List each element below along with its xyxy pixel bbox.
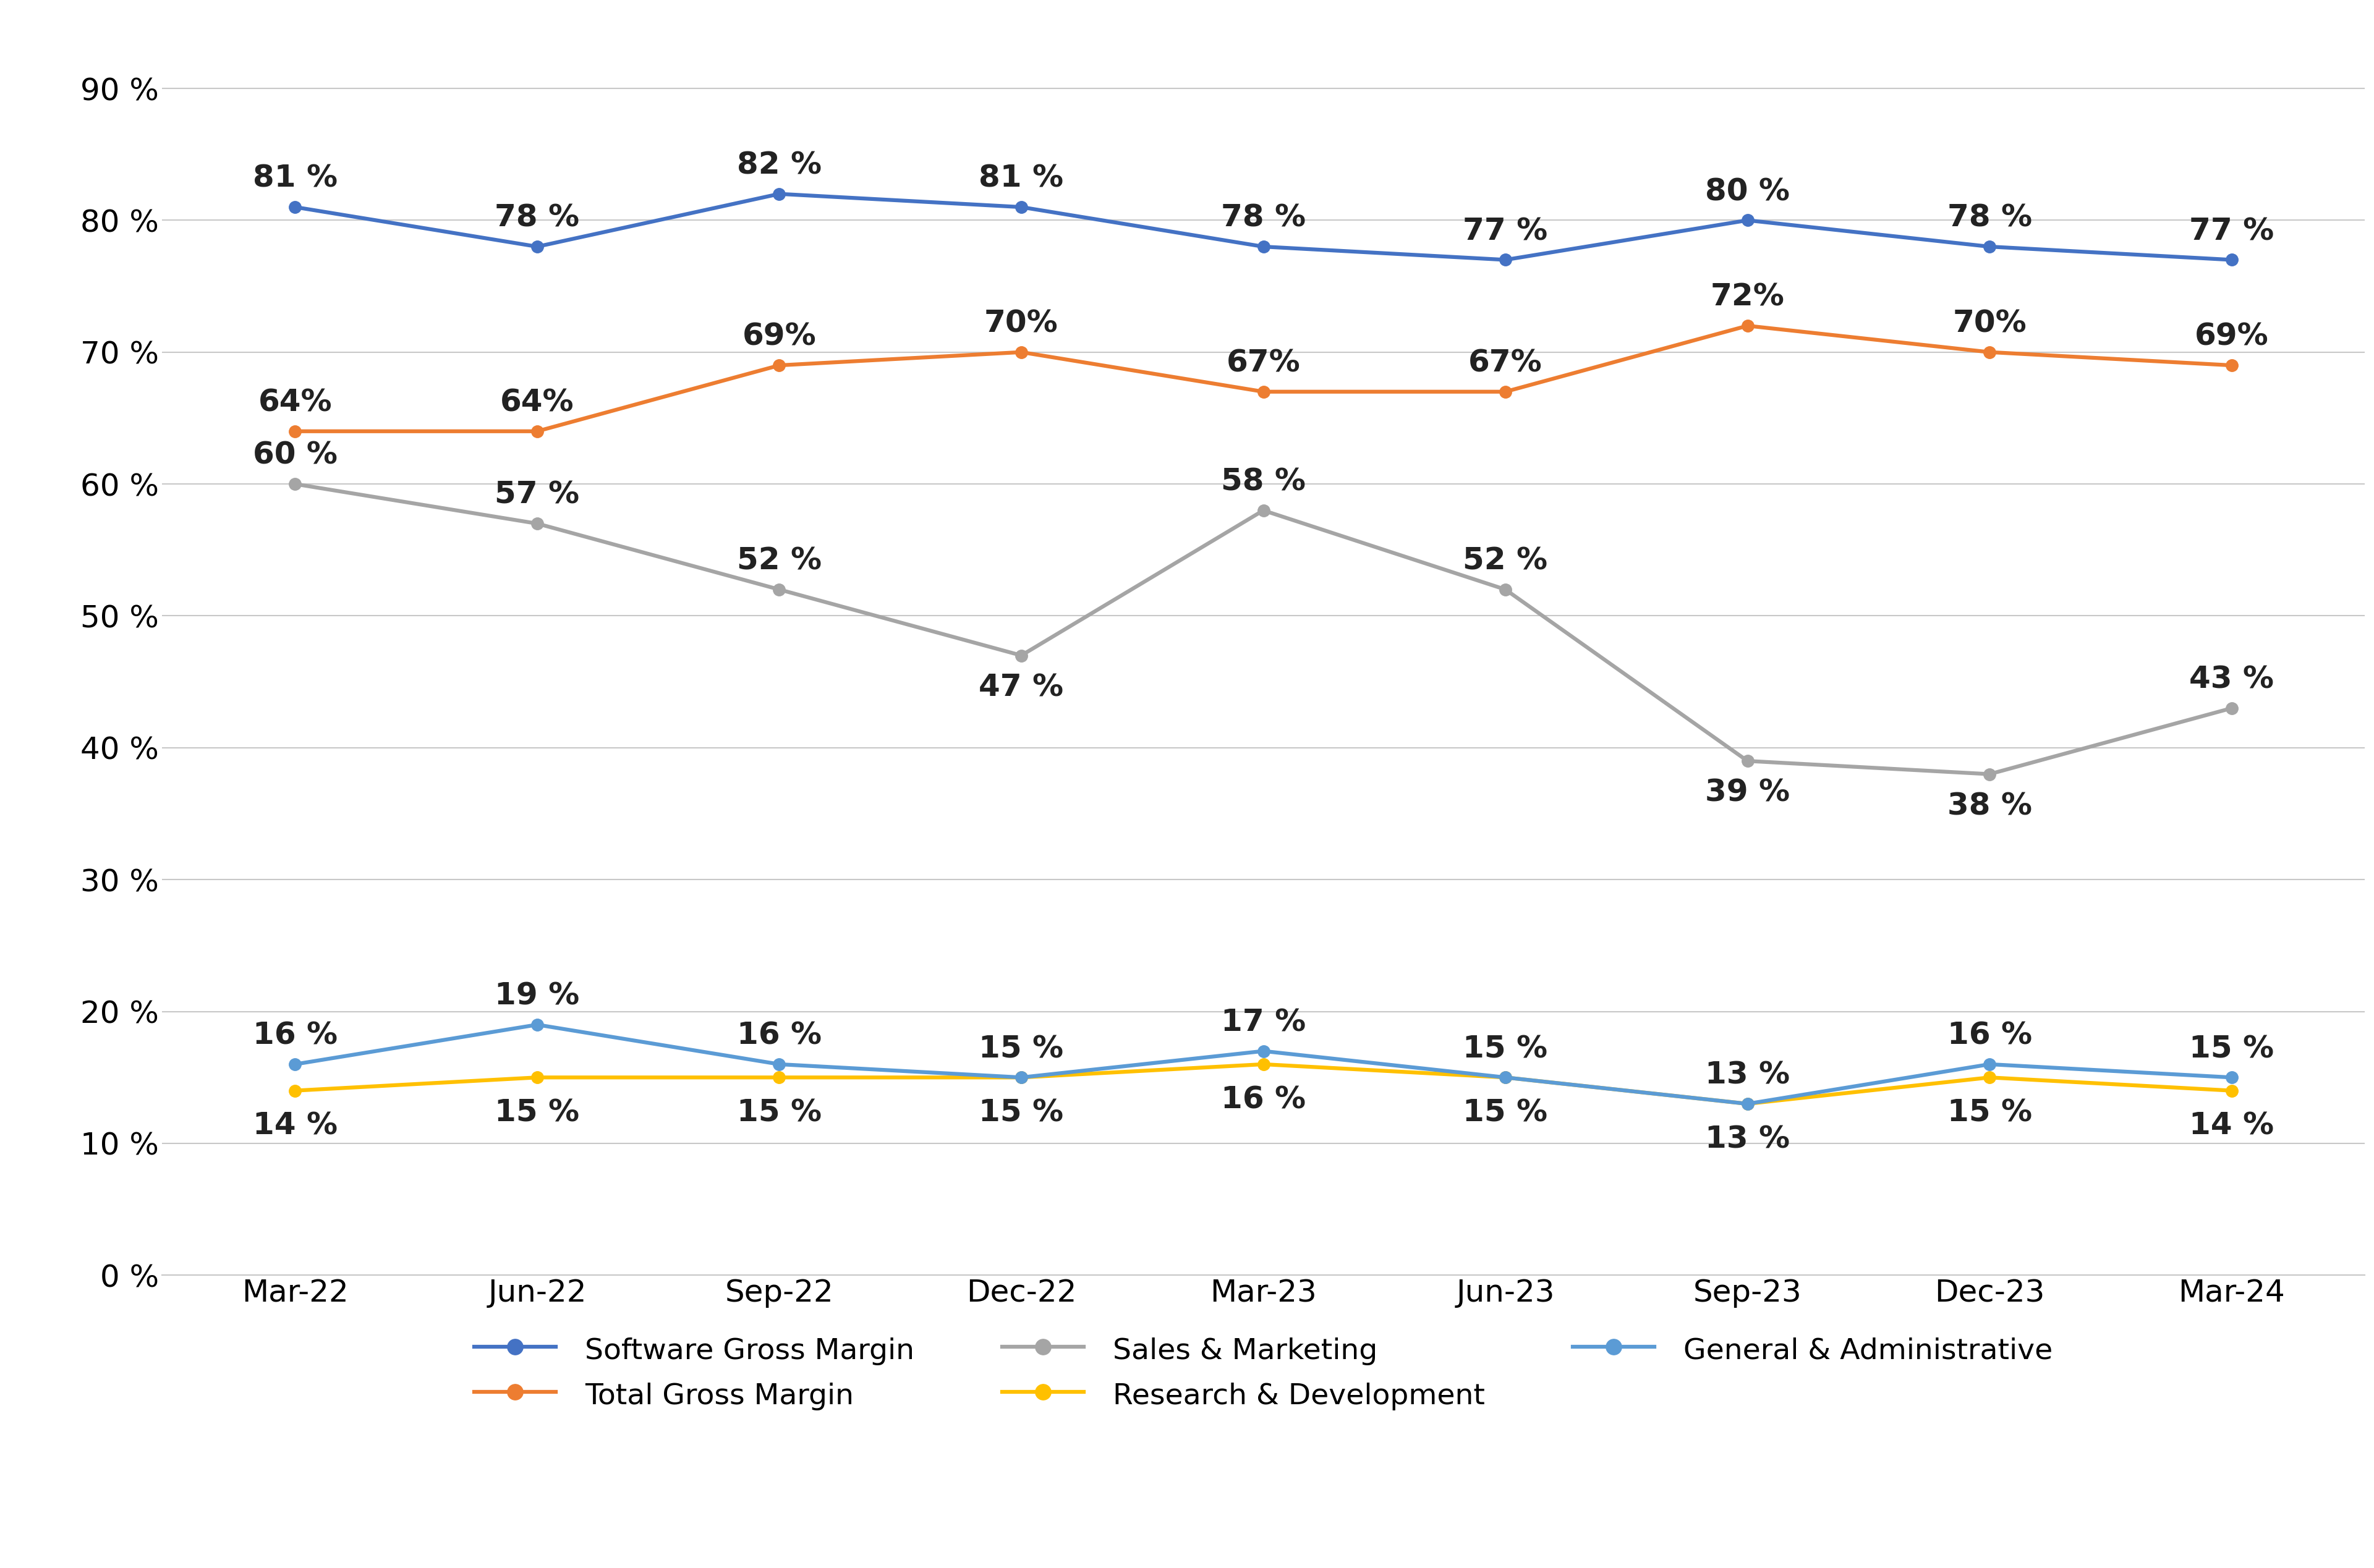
- Research & Development: [280, 1082, 309, 1101]
- Sales & Marketing: [1007, 646, 1035, 665]
- General & Administrative: [2217, 1068, 2246, 1087]
- Text: 81 %: 81 %: [252, 163, 337, 193]
- Text: 67%: 67%: [1227, 348, 1301, 378]
- Total Gross Margin: [1007, 343, 1035, 362]
- Text: 64%: 64%: [501, 387, 575, 417]
- Line: General & Administrative: General & Administrative: [290, 1019, 2239, 1110]
- Research & Development: [2217, 1082, 2246, 1101]
- Software Gross Margin: [1007, 198, 1035, 216]
- Text: 16 %: 16 %: [736, 1021, 821, 1051]
- Line: Software Gross Margin: Software Gross Margin: [290, 188, 2239, 267]
- General & Administrative: [1491, 1068, 1519, 1087]
- Text: 70%: 70%: [985, 309, 1059, 339]
- Text: 77 %: 77 %: [2189, 216, 2274, 246]
- Research & Development: [522, 1068, 551, 1087]
- Total Gross Margin: [1733, 317, 1762, 336]
- Text: 14 %: 14 %: [252, 1112, 337, 1142]
- Legend: Software Gross Margin, Total Gross Margin, Sales & Marketing, Research & Develop: Software Gross Margin, Total Gross Margi…: [458, 1320, 2068, 1425]
- Text: 13 %: 13 %: [1705, 1124, 1790, 1154]
- Total Gross Margin: [1491, 383, 1519, 401]
- Software Gross Margin: [764, 185, 793, 204]
- Text: 57 %: 57 %: [494, 480, 579, 510]
- Text: 19 %: 19 %: [494, 982, 579, 1011]
- General & Administrative: [1975, 1055, 2004, 1074]
- General & Administrative: [1733, 1094, 1762, 1113]
- Text: 15 %: 15 %: [978, 1033, 1064, 1063]
- General & Administrative: [764, 1055, 793, 1074]
- Total Gross Margin: [764, 356, 793, 375]
- Line: Sales & Marketing: Sales & Marketing: [290, 478, 2239, 781]
- Text: 15 %: 15 %: [978, 1098, 1064, 1127]
- Software Gross Margin: [1491, 251, 1519, 270]
- Text: 15 %: 15 %: [1947, 1098, 2032, 1127]
- Text: 81 %: 81 %: [978, 163, 1064, 193]
- Total Gross Margin: [1249, 383, 1277, 401]
- Text: 52 %: 52 %: [736, 546, 821, 575]
- Research & Development: [1975, 1068, 2004, 1087]
- Text: 15 %: 15 %: [2189, 1033, 2274, 1063]
- Text: 43 %: 43 %: [2189, 665, 2274, 695]
- Text: 17 %: 17 %: [1220, 1008, 1306, 1038]
- Research & Development: [1491, 1068, 1519, 1087]
- Text: 52 %: 52 %: [1462, 546, 1548, 575]
- Text: 82 %: 82 %: [736, 151, 821, 180]
- Text: 13 %: 13 %: [1705, 1060, 1790, 1090]
- Research & Development: [764, 1068, 793, 1087]
- Text: 15 %: 15 %: [494, 1098, 579, 1127]
- Text: 69%: 69%: [2194, 321, 2270, 351]
- Research & Development: [1249, 1055, 1277, 1074]
- Line: Total Gross Margin: Total Gross Margin: [290, 320, 2239, 437]
- Sales & Marketing: [1733, 751, 1762, 770]
- Text: 38 %: 38 %: [1947, 792, 2032, 822]
- Text: 16 %: 16 %: [252, 1021, 337, 1051]
- Text: 80 %: 80 %: [1705, 177, 1790, 207]
- Text: 69%: 69%: [743, 321, 817, 351]
- Text: 16 %: 16 %: [1220, 1085, 1306, 1115]
- Text: 78 %: 78 %: [494, 204, 579, 234]
- Sales & Marketing: [764, 580, 793, 599]
- Text: 72%: 72%: [1709, 282, 1785, 312]
- Total Gross Margin: [2217, 356, 2246, 375]
- Text: 58 %: 58 %: [1220, 467, 1306, 497]
- General & Administrative: [280, 1055, 309, 1074]
- Total Gross Margin: [522, 422, 551, 441]
- Sales & Marketing: [1491, 580, 1519, 599]
- Sales & Marketing: [2217, 699, 2246, 718]
- Total Gross Margin: [1975, 343, 2004, 362]
- Text: 67%: 67%: [1470, 348, 1543, 378]
- Text: 15 %: 15 %: [736, 1098, 821, 1127]
- Software Gross Margin: [2217, 251, 2246, 270]
- Text: 70%: 70%: [1951, 309, 2027, 339]
- General & Administrative: [1007, 1068, 1035, 1087]
- Text: 39 %: 39 %: [1705, 778, 1790, 808]
- Software Gross Margin: [280, 198, 309, 216]
- Line: Research & Development: Research & Development: [290, 1058, 2239, 1110]
- Total Gross Margin: [280, 422, 309, 441]
- Software Gross Margin: [1733, 210, 1762, 229]
- Sales & Marketing: [1975, 765, 2004, 784]
- Text: 47 %: 47 %: [978, 673, 1064, 702]
- Text: 15 %: 15 %: [1462, 1098, 1548, 1127]
- Text: 77 %: 77 %: [1462, 216, 1548, 246]
- Text: 64%: 64%: [259, 387, 332, 417]
- General & Administrative: [1249, 1041, 1277, 1060]
- Software Gross Margin: [522, 237, 551, 256]
- Research & Development: [1007, 1068, 1035, 1087]
- Research & Development: [1733, 1094, 1762, 1113]
- Software Gross Margin: [1249, 237, 1277, 256]
- Text: 78 %: 78 %: [1947, 204, 2032, 234]
- Sales & Marketing: [522, 514, 551, 533]
- Sales & Marketing: [1249, 502, 1277, 521]
- Software Gross Margin: [1975, 237, 2004, 256]
- Text: 60 %: 60 %: [252, 441, 337, 470]
- General & Administrative: [522, 1014, 551, 1033]
- Text: 16 %: 16 %: [1947, 1021, 2032, 1051]
- Text: 15 %: 15 %: [1462, 1033, 1548, 1063]
- Sales & Marketing: [280, 475, 309, 494]
- Text: 14 %: 14 %: [2189, 1112, 2274, 1142]
- Text: 78 %: 78 %: [1220, 204, 1306, 234]
